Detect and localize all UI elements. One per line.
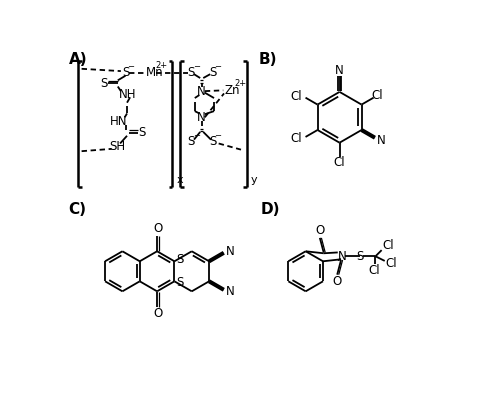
Text: B): B): [258, 52, 277, 67]
Text: S: S: [208, 66, 216, 79]
Text: 2+: 2+: [234, 79, 245, 88]
Text: Cl: Cl: [381, 239, 393, 252]
Text: y: y: [250, 175, 257, 185]
Text: ─: ─: [215, 131, 220, 140]
Text: Cl: Cl: [384, 258, 396, 270]
Text: S: S: [176, 276, 183, 289]
Text: A): A): [68, 52, 87, 67]
Text: O: O: [153, 222, 162, 236]
Text: S: S: [176, 253, 183, 266]
Text: Cl: Cl: [370, 88, 382, 102]
Text: ─: ─: [194, 61, 199, 70]
Text: N: N: [334, 64, 343, 77]
Text: S: S: [187, 136, 194, 148]
Text: S: S: [356, 250, 363, 263]
Text: Mn: Mn: [146, 66, 163, 79]
Text: Cl: Cl: [367, 264, 379, 277]
Text: Cl: Cl: [333, 156, 345, 169]
Text: ─: ─: [215, 61, 220, 70]
Text: NH: NH: [119, 88, 136, 101]
Text: S: S: [139, 126, 146, 139]
Text: S: S: [208, 136, 216, 148]
Text: N: N: [376, 134, 385, 146]
Text: N: N: [225, 245, 234, 258]
Text: Cl: Cl: [290, 132, 302, 145]
Text: x: x: [176, 175, 183, 185]
Text: D): D): [261, 202, 280, 217]
Text: HN: HN: [110, 115, 127, 128]
Text: S: S: [187, 66, 194, 79]
Text: O: O: [315, 224, 324, 238]
Text: ─: ─: [194, 131, 199, 140]
Text: S: S: [100, 77, 107, 90]
Text: S: S: [122, 66, 129, 79]
Text: SH: SH: [109, 140, 125, 153]
Text: N: N: [225, 285, 234, 298]
Text: Zn: Zn: [224, 84, 240, 97]
Text: ─: ─: [128, 61, 133, 70]
Text: Cl: Cl: [290, 90, 302, 103]
Text: O: O: [332, 275, 341, 288]
Text: C): C): [68, 202, 86, 217]
Text: N: N: [197, 85, 205, 98]
Text: N: N: [197, 111, 205, 124]
Text: N: N: [337, 250, 346, 263]
Text: 2+: 2+: [155, 61, 167, 70]
Text: O: O: [153, 307, 162, 320]
